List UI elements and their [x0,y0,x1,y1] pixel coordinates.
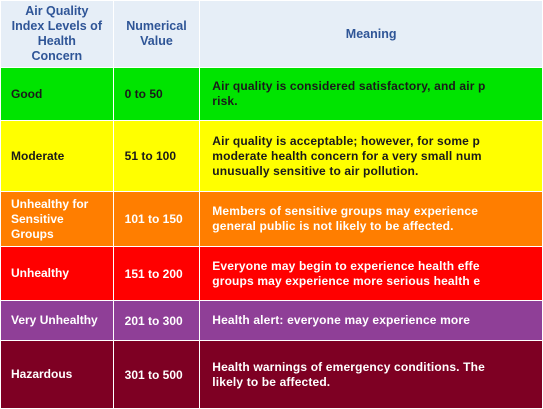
meaning-line: moderate health concern for a very small… [212,148,482,163]
meaning-line: Air quality is considered satisfactory, … [212,79,486,93]
meaning-cell: Health alert: everyone may experience mo… [199,300,543,341]
table-row: Unhealthy 151 to 200 Everyone may begin … [0,246,543,301]
value-cell: 201 to 300 [112,300,201,341]
value-cell: 51 to 100 [112,120,201,192]
meaning-line: Health alert: everyone may experience mo… [212,313,471,327]
table-row: Moderate 51 to 100 Air quality is accept… [0,120,543,192]
header-level: Air Quality Index Levels of Health Conce… [0,0,114,68]
meaning-line: general public is not likely to be affec… [212,219,454,233]
meaning-cell: Air quality is acceptable; however, for … [199,120,543,192]
table-row: Unhealthy for Sensitive Groups 101 to 15… [0,191,543,247]
meaning-line: groups may experience more serious healt… [212,273,481,288]
value-cell: 101 to 150 [112,191,201,247]
table-row: Hazardous 301 to 500 Health warnings of … [0,340,543,409]
meaning-cell: Members of sensitive groups may experien… [199,191,543,247]
meaning-cell: Health warnings of emergency conditions.… [199,340,543,409]
meaning-line: risk. [212,94,238,108]
level-cell: Unhealthy for Sensitive Groups [0,191,114,247]
meaning-line: Members of sensitive groups may experien… [212,204,479,218]
value-cell: 151 to 200 [112,246,201,301]
table-row: Good 0 to 50 Air quality is considered s… [0,67,543,121]
meaning-line: Air quality is acceptable; however, for … [212,133,480,148]
level-cell: Good [0,67,114,121]
meaning-line: Health warnings of emergency conditions.… [212,359,485,374]
meaning-line: unusually sensitive to air pollution. [212,163,419,178]
level-cell: Moderate [0,120,114,192]
meaning-line: Everyone may begin to experience health … [212,258,480,273]
meaning-line: likely to be affected. [212,374,331,389]
level-cell: Very Unhealthy [0,300,114,341]
header-meaning: Meaning [199,0,543,68]
value-cell: 301 to 500 [112,340,201,409]
level-cell: Unhealthy [0,246,114,301]
header-row: Air Quality Index Levels of Health Conce… [0,0,543,68]
meaning-cell: Air quality is considered satisfactory, … [199,67,543,121]
header-value: Numerical Value [112,0,201,68]
table-row: Very Unhealthy 201 to 300 Health alert: … [0,300,543,341]
value-cell: 0 to 50 [112,67,201,121]
meaning-cell: Everyone may begin to experience health … [199,246,543,301]
level-cell: Hazardous [0,340,114,409]
